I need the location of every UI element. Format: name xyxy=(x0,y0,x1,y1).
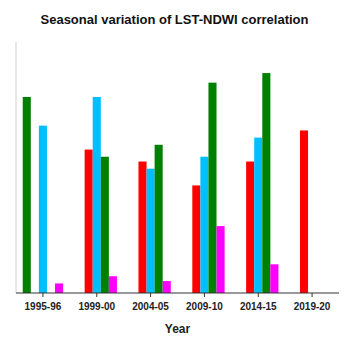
bar xyxy=(217,226,225,293)
bar xyxy=(192,185,200,293)
bar xyxy=(55,283,63,293)
x-tick-label: 2014-15 xyxy=(240,301,277,312)
chart-container: 1995-96 1999-00 2004-05 2009-10 2014-15 2019-… xyxy=(0,0,349,349)
bar xyxy=(138,162,146,293)
bar xyxy=(23,97,31,293)
bar xyxy=(262,73,270,293)
x-tick-label: 2004-05 xyxy=(132,301,169,312)
x-axis-line xyxy=(16,293,339,294)
bar xyxy=(208,83,216,293)
bar xyxy=(39,126,47,293)
x-tick-label: 2019-20 xyxy=(294,301,331,312)
bar xyxy=(155,145,163,293)
bar xyxy=(101,157,109,293)
bar xyxy=(85,150,93,293)
chart-title: Seasonal variation of LST-NDWI correlati… xyxy=(41,12,309,27)
bar xyxy=(93,97,101,293)
bar xyxy=(109,276,117,293)
x-tick xyxy=(96,293,97,297)
x-axis-label: Year xyxy=(165,322,191,336)
x-tick xyxy=(204,293,205,297)
x-tick-label: 1999-00 xyxy=(78,301,115,312)
bar xyxy=(200,157,208,293)
bar xyxy=(254,138,262,293)
bar xyxy=(300,130,308,293)
x-tick xyxy=(258,293,259,297)
bar xyxy=(246,162,254,293)
bar xyxy=(163,281,171,293)
x-tick-label: 1995-96 xyxy=(25,301,62,312)
x-tick-label: 2009-10 xyxy=(186,301,223,312)
chart-svg: 1995-96 1999-00 2004-05 2009-10 2014-15 2019-… xyxy=(0,0,349,349)
bars xyxy=(23,73,308,293)
bar xyxy=(147,169,155,293)
x-tick xyxy=(42,293,43,297)
y-axis-line xyxy=(16,42,17,293)
x-tick xyxy=(312,293,313,297)
bar xyxy=(270,264,278,293)
x-tick xyxy=(150,293,151,297)
